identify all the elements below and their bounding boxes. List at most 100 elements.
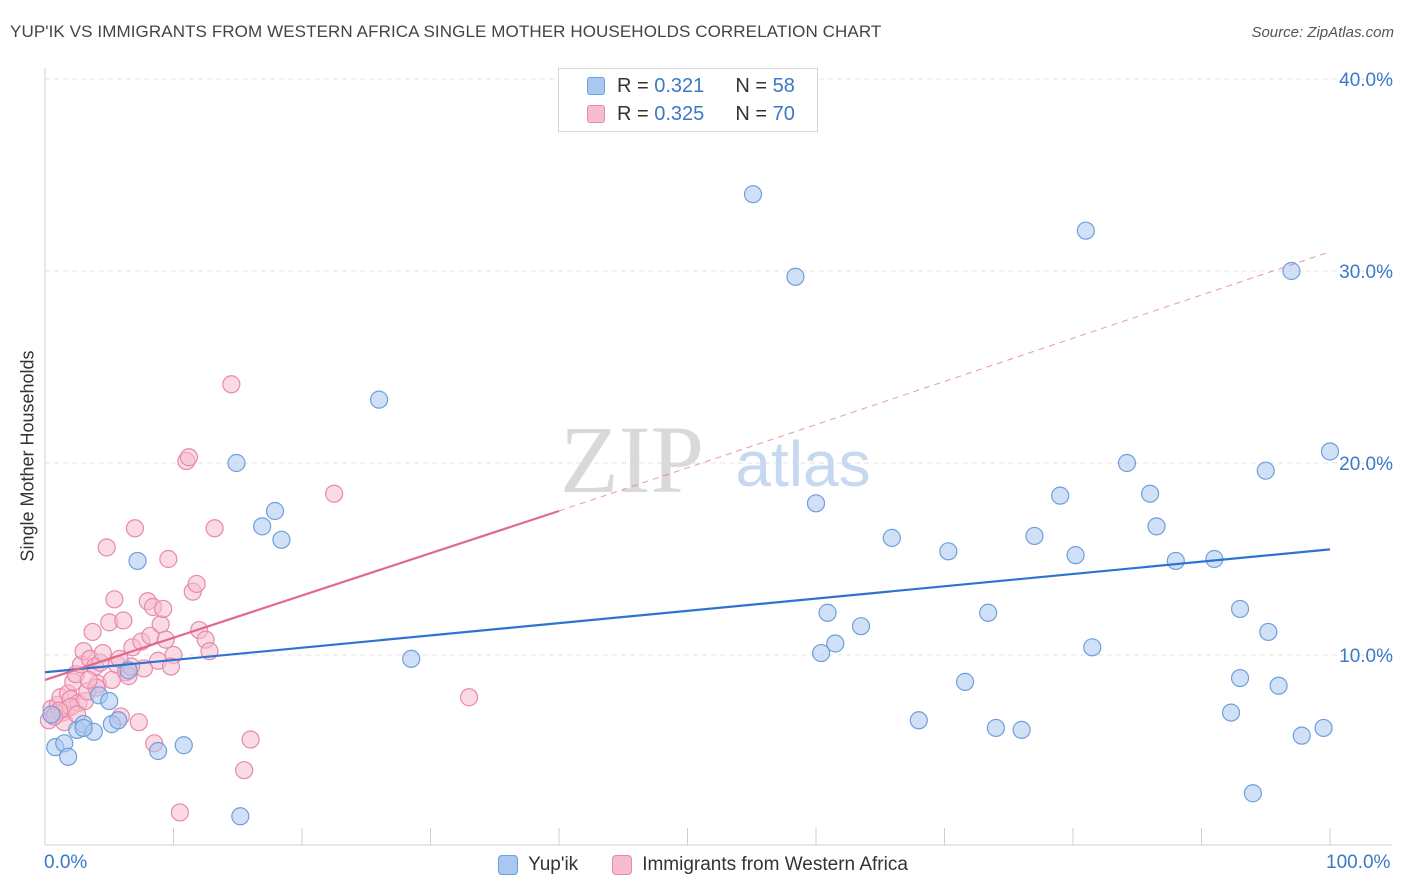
immigrants-point xyxy=(114,611,133,630)
legend-n-label: N = xyxy=(735,74,768,97)
yupik-point xyxy=(979,603,998,622)
immigrants-point xyxy=(151,615,170,634)
source-label: Source: ZipAtlas.com xyxy=(1251,24,1394,41)
yupik-point xyxy=(826,634,845,653)
yupik-point xyxy=(1230,668,1250,688)
legend-label-yupik: Yup'ik xyxy=(528,854,579,875)
yupik-point xyxy=(1282,261,1301,281)
yupik-point xyxy=(882,528,901,547)
yupik-point xyxy=(42,705,61,724)
yupik-point xyxy=(955,672,975,691)
yupik-points xyxy=(42,185,1340,826)
yupik-point xyxy=(851,617,871,636)
legend-r-label: R = xyxy=(617,102,649,125)
yupik-point xyxy=(1230,599,1250,619)
y-tick-label: 20.0% xyxy=(1339,454,1393,475)
legend-row-yupik: R = 0.321 N = 58 xyxy=(587,73,795,99)
yupik-point xyxy=(1117,453,1137,473)
legend-label-immigrants: Immigrants from Western Africa xyxy=(642,854,908,875)
yupik-point xyxy=(812,643,831,663)
watermark-atlas: atlas xyxy=(735,428,870,500)
yupik-point xyxy=(1166,551,1185,571)
yupik-point xyxy=(1083,638,1102,657)
immigrants-point xyxy=(325,484,344,503)
yupik-point xyxy=(1259,622,1278,642)
immigrants-point xyxy=(105,590,124,609)
legend-swatch-pink xyxy=(587,105,605,123)
immigrants-western-africa-points xyxy=(39,375,479,822)
immigrants-point xyxy=(170,803,190,822)
immigrants-point xyxy=(79,670,98,690)
legend-item-yupik: Yup'ik xyxy=(498,854,578,876)
yupik-point xyxy=(986,718,1006,738)
correlation-legend: R = 0.321 N = 58 R = 0.325 N = 70 xyxy=(558,68,818,132)
legend-swatch-pink xyxy=(612,855,633,875)
yupik-point xyxy=(1051,486,1070,505)
yupik-point xyxy=(402,649,421,668)
yupik-point xyxy=(272,530,291,549)
immigrants-point xyxy=(159,549,178,569)
immigrants-point xyxy=(179,448,199,467)
yupik-point xyxy=(265,501,285,521)
legend-row-immigrants: R = 0.325 N = 70 xyxy=(587,101,795,127)
immigrants-point xyxy=(459,688,479,707)
y-tick-label: 40.0% xyxy=(1339,70,1393,91)
trendlines xyxy=(44,251,1331,682)
yupik-point xyxy=(119,661,138,680)
y-tick-label: 30.0% xyxy=(1339,262,1393,283)
immigrants-point xyxy=(241,730,260,749)
yupik-point xyxy=(1140,484,1160,503)
legend-r-label: R = xyxy=(617,74,649,97)
yupik-point xyxy=(227,453,246,473)
yupik-point xyxy=(1243,784,1263,803)
legend-n-value: 58 xyxy=(772,74,795,97)
y-tick-label: 10.0% xyxy=(1339,646,1393,667)
yupik-point xyxy=(109,711,128,730)
legend-r-value: 0.325 xyxy=(654,102,705,125)
yupik-point xyxy=(1025,526,1044,546)
yupik-point xyxy=(1269,676,1288,695)
grid-lines xyxy=(45,78,1392,656)
y-axis-label: Single Mother Households xyxy=(17,350,38,562)
y-tick-labels: 10.0% 20.0% 30.0% 40.0% xyxy=(1339,70,1393,667)
yupik-point xyxy=(59,747,78,766)
legend-swatch-blue xyxy=(498,855,519,875)
yupik-trendline xyxy=(44,548,1331,674)
yupik-point xyxy=(148,741,168,761)
immigrants-point xyxy=(161,657,181,676)
immigrants-trendline-extension xyxy=(558,251,1331,512)
yupik-point xyxy=(1066,546,1085,565)
yupik-point xyxy=(939,542,958,561)
yupik-point xyxy=(1012,720,1031,739)
yupik-point xyxy=(100,691,119,711)
immigrants-point xyxy=(187,574,206,594)
immigrants-point xyxy=(129,713,148,732)
watermark-zip: ZIP xyxy=(560,406,704,513)
immigrants-trendline xyxy=(44,509,560,682)
legend-item-immigrants: Immigrants from Western Africa xyxy=(612,854,908,876)
watermark: ZIP atlas xyxy=(560,406,871,513)
immigrants-point xyxy=(222,375,241,394)
x-tick-min: 0.0% xyxy=(44,852,88,873)
yupik-point xyxy=(74,718,93,738)
series-legend: Yup'ik Immigrants from Western Africa xyxy=(0,852,1406,878)
yupik-point xyxy=(1221,703,1241,722)
legend-n-label: N = xyxy=(735,102,768,125)
yupik-point xyxy=(1292,726,1311,745)
immigrants-point xyxy=(235,761,254,780)
yupik-point xyxy=(806,494,826,513)
legend-n-value: 70 xyxy=(772,102,795,125)
immigrants-point xyxy=(97,538,116,557)
immigrants-point xyxy=(154,599,173,619)
yupik-point xyxy=(1314,718,1333,738)
yupik-point xyxy=(1147,517,1166,536)
immigrants-point xyxy=(125,519,145,538)
yupik-point xyxy=(370,390,389,409)
immigrants-point xyxy=(205,519,224,538)
legend-swatch-blue xyxy=(587,77,605,95)
yupik-point xyxy=(1320,442,1340,461)
legend-r-value: 0.321 xyxy=(654,74,705,97)
yupik-point xyxy=(743,185,763,204)
yupik-point xyxy=(128,551,147,571)
